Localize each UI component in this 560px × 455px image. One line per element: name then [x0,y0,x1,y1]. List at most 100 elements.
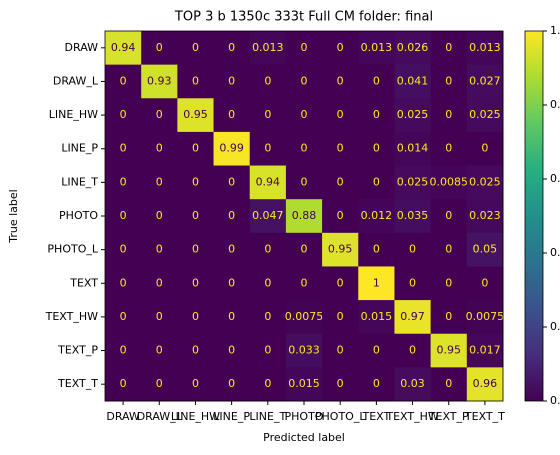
cell-label: 0 [192,276,199,289]
cell-label: 0 [192,310,199,323]
cell-label: 0 [445,41,452,54]
cell [249,165,287,200]
x-tick-label: TEXT [361,410,390,423]
cell-label: 0 [373,108,380,121]
cell-label: 0 [120,243,127,256]
cell-label: 0 [445,209,452,222]
cell-label: 0.047 [252,209,284,222]
cell [177,131,215,167]
cell-label: 0 [264,344,271,357]
cell [249,199,287,234]
cell-label: 0 [301,243,308,256]
cell [213,98,251,133]
chart-title: TOP 3 b 1350c 333t Full CM folder: final [174,10,433,25]
cell [358,165,395,200]
cell-label: 0.0085 [429,175,468,188]
cell-label: 0 [156,377,163,390]
cell [466,333,504,368]
colorbar-tick-label: 0.2 [550,320,560,333]
cell-label: 0 [228,175,235,188]
cell-label: 0.027 [469,74,501,87]
cell-label: 0 [228,344,235,357]
colorbar-tick-label: 1.0 [550,24,560,37]
cell-label: 0.93 [147,74,172,87]
cell-label: 0.95 [436,344,461,357]
cell [213,333,251,368]
cell-label: 0 [373,243,380,256]
cell-label: 0.013 [252,41,284,54]
cell-label: 0 [120,344,127,357]
cell [141,300,178,335]
cell-label: 0 [337,310,344,323]
cell-label: 0 [156,175,163,188]
cell [213,232,251,267]
x-tick-label: DRAW_L [137,410,183,423]
cell [141,98,178,133]
cell-label: 0 [409,276,416,289]
cell [394,98,432,133]
colorbar-tick-label: 0.6 [550,172,560,185]
cell-label: 0 [120,377,127,390]
cell [177,232,215,267]
cell-label: 0 [337,108,344,121]
cell [285,300,323,335]
cell [394,232,432,267]
cell [105,199,142,234]
y-tick-label: TEXT_HW [45,310,99,323]
cell-label: 0.023 [469,209,501,222]
cell [322,64,359,99]
cell [177,165,215,200]
y-tick-label: LINE_T [61,175,98,188]
x-tick-label: PHOTO_L [315,410,366,423]
cell-label: 0.025 [397,108,429,121]
cell [358,131,395,167]
cell-label: 0 [337,175,344,188]
x-tick-label: TEXT_P [428,410,469,423]
cell [249,31,287,66]
y-tick-label: TEXT_P [57,344,98,357]
cell [105,300,142,335]
cell [358,333,395,368]
cell-label: 0 [120,74,127,87]
cell-label: 0 [409,243,416,256]
cell [213,266,251,301]
cell [141,199,178,234]
cell [141,266,178,301]
cell-label: 0 [445,377,452,390]
cell [322,31,359,66]
cell-label: 0.015 [361,310,393,323]
cell-label: 0.015 [288,377,320,390]
cell [466,165,504,200]
cell-label: 0 [192,41,199,54]
cell-label: 0 [337,74,344,87]
cell [394,165,432,200]
cell-label: 0 [264,108,271,121]
cell [177,300,215,335]
cell-label: 0 [337,41,344,54]
cell [322,98,359,133]
cell [213,131,251,167]
cell [358,266,395,301]
y-tick-label: LINE_P [61,142,98,155]
cell-label: 0 [445,108,452,121]
y-tick-label: TEXT_T [57,377,98,390]
cell [141,367,178,402]
cell [213,31,251,66]
cell-label: 1 [373,276,380,289]
cell-label: 0.017 [469,344,501,357]
cell-label: 0 [228,108,235,121]
cell [177,31,215,66]
cell-label: 0 [156,209,163,222]
cell [322,199,359,234]
cell-label: 0.88 [292,209,317,222]
cell-label: 0 [228,74,235,87]
cell [322,266,359,301]
cell [285,333,323,368]
cell [430,333,468,368]
cell [249,367,287,402]
cell [177,367,215,402]
colorbar-tick-label: 0.4 [550,246,560,259]
cell-label: 0 [228,310,235,323]
cell [394,64,432,99]
